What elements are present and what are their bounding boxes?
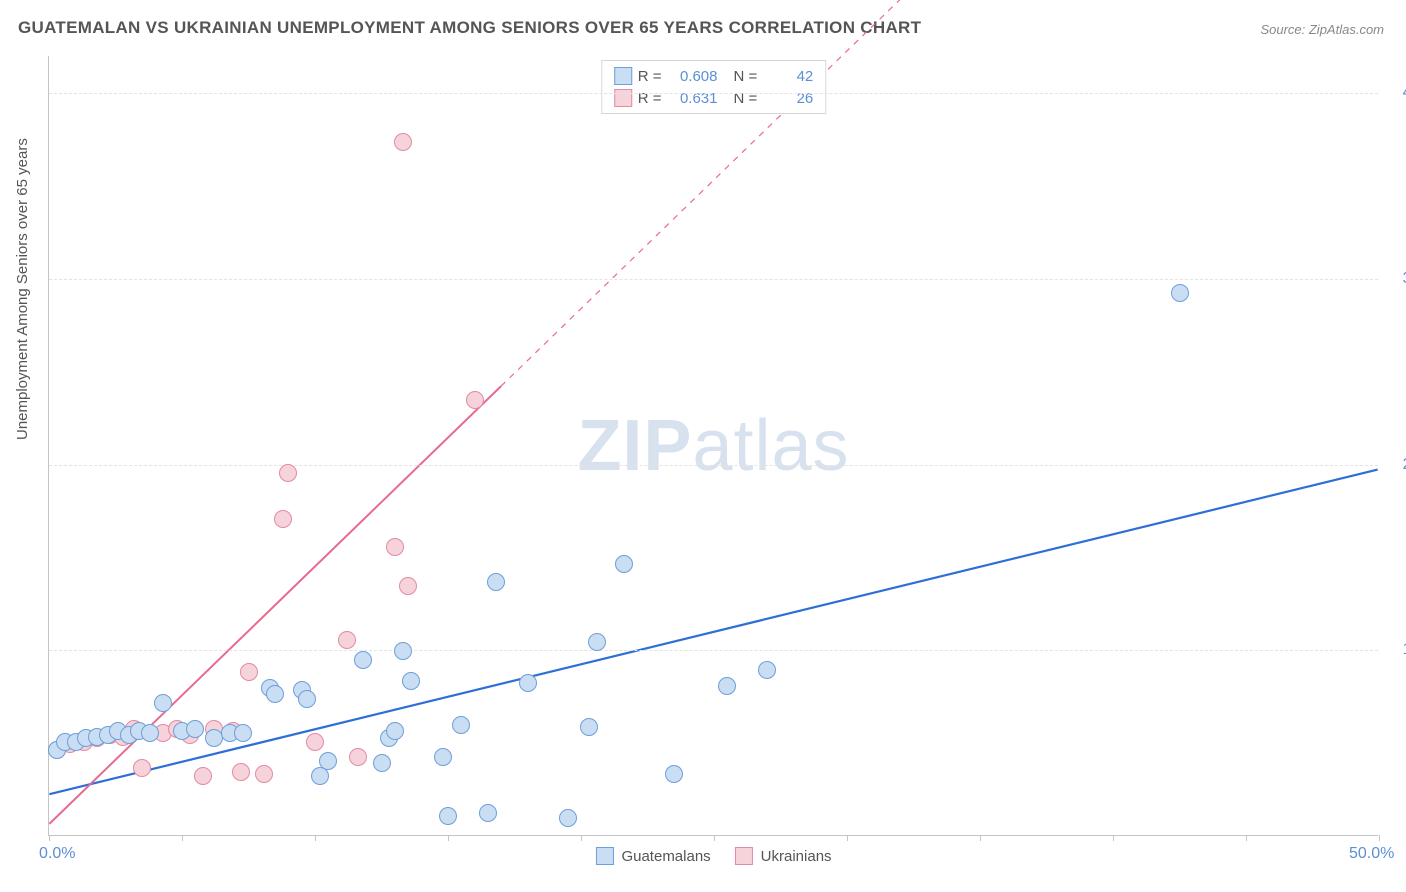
data-point [434,748,452,766]
y-axis-title: Unemployment Among Seniors over 65 years [14,138,31,440]
x-tick [847,835,848,841]
x-tick [1113,835,1114,841]
data-point [394,133,412,151]
grid-line [49,93,1378,94]
data-point [559,809,577,827]
x-tick [315,835,316,841]
data-point [580,718,598,736]
x-tick-label: 50.0% [1349,845,1394,863]
data-point [1171,284,1189,302]
watermark-bold: ZIP [577,406,692,486]
legend-series-item: Ukrainians [735,847,832,865]
data-point [386,722,404,740]
legend-r-label: R = [638,68,662,85]
data-point [519,674,537,692]
data-point [232,763,250,781]
watermark: ZIPatlas [577,405,849,487]
legend-r-value: 0.631 [668,90,718,107]
data-point [665,765,683,783]
legend-r-label: R = [638,90,662,107]
data-point [386,538,404,556]
legend-swatch [614,89,632,107]
data-point [354,651,372,669]
legend-swatch [735,847,753,865]
data-point [466,391,484,409]
x-tick-label: 0.0% [39,845,75,863]
legend-correlation-row: R = 0.631 N = 26 [610,87,818,109]
data-point [255,765,273,783]
x-tick [980,835,981,841]
x-tick [182,835,183,841]
data-point [402,672,420,690]
plot-area: ZIPatlas R =0.608N =42R =0.631N =26 Guat… [48,56,1378,836]
trend-lines-layer [49,56,1378,835]
data-point [186,720,204,738]
trend-line [49,470,1377,795]
y-tick-label: 20.0% [1403,456,1406,474]
x-tick [1246,835,1247,841]
legend-n-value: 42 [763,68,813,85]
legend-r-value: 0.608 [668,68,718,85]
y-tick-label: 40.0% [1403,84,1406,102]
data-point [758,661,776,679]
x-tick [1379,835,1380,841]
data-point [319,752,337,770]
chart-title: GUATEMALAN VS UKRAINIAN UNEMPLOYMENT AMO… [18,18,921,38]
legend-n-value: 26 [763,90,813,107]
legend-n-label: N = [734,68,758,85]
data-point [338,631,356,649]
legend-series: Guatemalans Ukrainians [595,847,831,865]
x-tick [49,835,50,841]
legend-swatch [614,67,632,85]
trend-line-dashed [501,0,1378,386]
data-point [615,555,633,573]
data-point [306,733,324,751]
data-point [298,690,316,708]
source-attribution: Source: ZipAtlas.com [1260,22,1384,37]
legend-series-label: Ukrainians [761,848,832,865]
x-tick [581,835,582,841]
legend-correlation-row: R = 0.608 N = 42 [610,65,818,87]
grid-line [49,465,1378,466]
data-point [349,748,367,766]
watermark-rest: atlas [692,406,849,486]
data-point [266,685,284,703]
legend-n-label: N = [734,90,758,107]
data-point [133,759,151,777]
data-point [141,724,159,742]
data-point [154,694,172,712]
legend-series-item: Guatemalans [595,847,710,865]
grid-line [49,279,1378,280]
data-point [452,716,470,734]
legend-correlation: R = 0.608 N = 42 R = 0.631 N = 26 [601,60,827,114]
data-point [487,573,505,591]
data-point [234,724,252,742]
y-tick-label: 10.0% [1403,641,1406,659]
data-point [240,663,258,681]
data-point [399,577,417,595]
x-tick [714,835,715,841]
legend-swatch [595,847,613,865]
grid-line [49,650,1378,651]
data-point [588,633,606,651]
data-point [439,807,457,825]
x-tick [448,835,449,841]
data-point [279,464,297,482]
y-tick-label: 30.0% [1403,270,1406,288]
data-point [394,642,412,660]
data-point [718,677,736,695]
data-point [479,804,497,822]
data-point [194,767,212,785]
data-point [274,510,292,528]
legend-series-label: Guatemalans [621,848,710,865]
data-point [373,754,391,772]
